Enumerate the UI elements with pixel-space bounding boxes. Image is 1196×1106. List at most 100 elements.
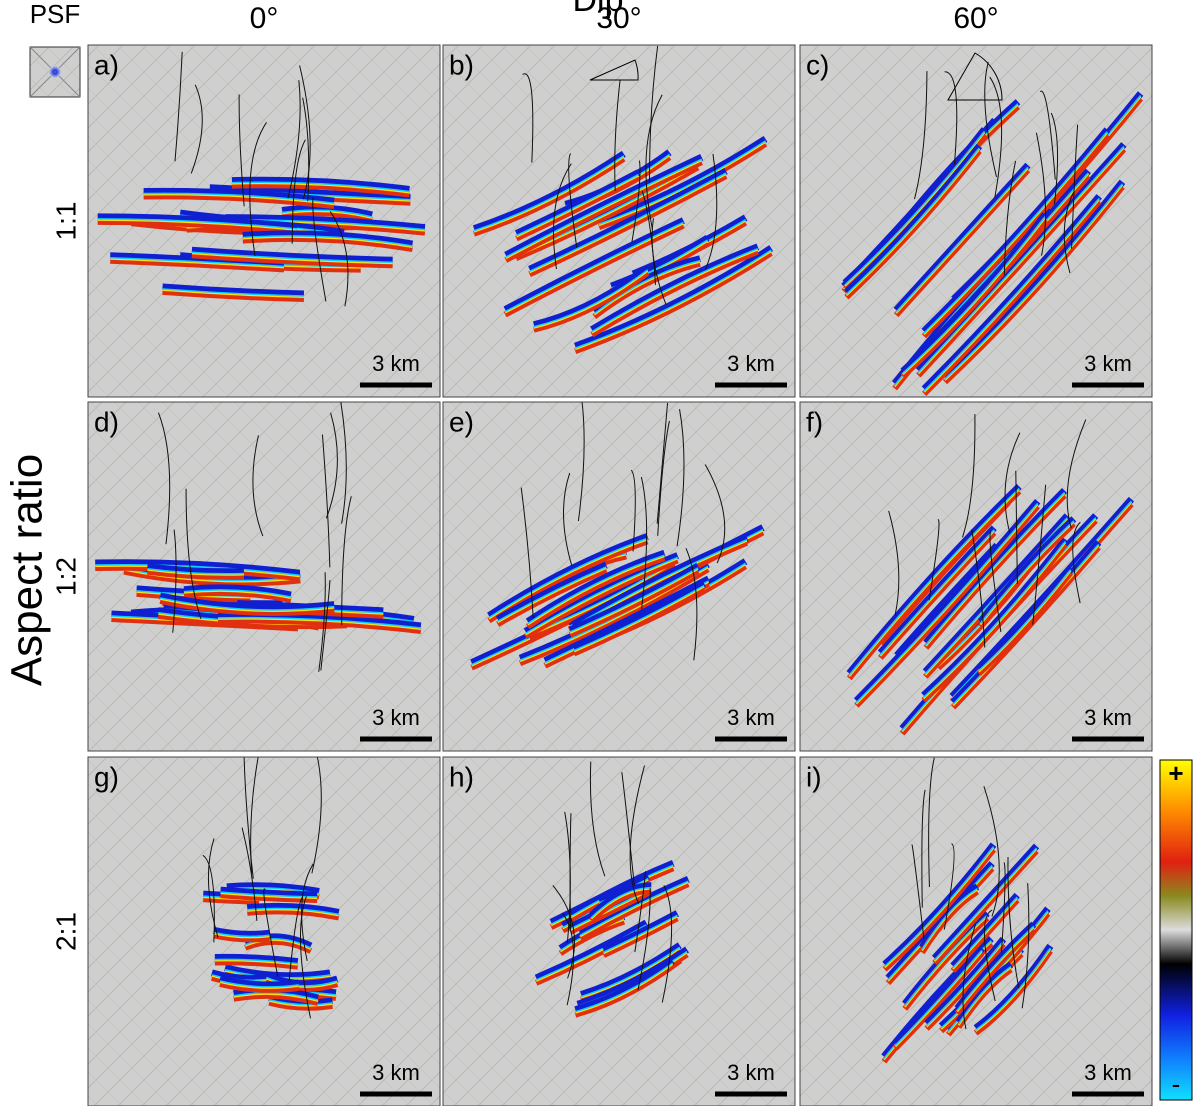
fault-trace [630, 469, 636, 552]
reflector [602, 915, 679, 958]
reflector [882, 847, 996, 972]
column-label: 30° [596, 2, 641, 35]
reflector [597, 135, 768, 226]
reflector [923, 493, 1067, 650]
reflector [203, 896, 260, 905]
reflector [923, 197, 1100, 392]
reflector [233, 992, 319, 1001]
reflector [247, 908, 340, 917]
reflector [572, 585, 706, 657]
reflector [900, 217, 1048, 379]
reflector [942, 184, 1125, 385]
reflector [523, 557, 679, 640]
row-label: 2:1 [50, 912, 81, 951]
panel: g) 3 km [87, 756, 441, 1106]
reflector [247, 907, 339, 916]
reflector [136, 590, 251, 603]
reflector [926, 940, 1005, 1027]
reflector [533, 269, 649, 328]
reflector [591, 248, 759, 334]
reflector [916, 147, 1127, 378]
reflector [266, 976, 338, 987]
reflector [487, 533, 649, 619]
fault-trace [637, 887, 651, 991]
row-label: 1:1 [50, 202, 81, 241]
fault-trace [962, 923, 977, 1030]
reflector [570, 534, 749, 628]
fault-trace [321, 434, 331, 568]
reflector [162, 283, 305, 298]
reflector [268, 994, 334, 1007]
column-title: Dip [572, 0, 623, 19]
reflector [976, 565, 1074, 672]
fault-trace [1032, 484, 1047, 625]
reflector [146, 568, 245, 580]
reflector [518, 566, 710, 667]
reflector [923, 540, 1066, 698]
fault-trace [577, 402, 585, 522]
reflector [877, 525, 997, 656]
fault-trace [1004, 432, 1021, 533]
fault-trace [983, 786, 1000, 917]
panel-label: c) [806, 49, 829, 80]
reflector [268, 999, 333, 1011]
fault-trace [561, 912, 574, 1006]
panel: i) 3 km [799, 756, 1153, 1106]
reflector [524, 557, 678, 636]
panel: a) 3 km [87, 44, 441, 398]
fault-trace [291, 139, 306, 244]
fault-trace [299, 65, 311, 200]
fault-trace [318, 572, 326, 672]
reflector [516, 174, 639, 238]
reflector [209, 184, 411, 202]
reflector [231, 182, 410, 198]
reflector [97, 213, 298, 231]
reflector [231, 181, 410, 193]
reflector [110, 252, 285, 268]
reflector [505, 159, 703, 260]
reflector [590, 248, 759, 338]
reflector [879, 529, 995, 656]
panel-frame [87, 44, 441, 398]
reflector [534, 919, 649, 982]
psf-label: PSF [30, 0, 81, 29]
fault-trace [944, 71, 958, 165]
reflector [973, 949, 1053, 1036]
reflector [954, 927, 1036, 1016]
scale-label: 3 km [727, 705, 775, 730]
panel-label: e) [449, 406, 474, 437]
panel: b) 3 km [442, 44, 796, 398]
reflector [882, 842, 997, 967]
reflector [533, 270, 650, 333]
scale-label: 3 km [372, 705, 420, 730]
fault-trace [914, 71, 928, 200]
fault-trace [888, 510, 900, 616]
reflector [504, 222, 684, 314]
seismic-image [534, 761, 690, 1018]
panel: h) 3 km [442, 756, 796, 1106]
fault-trace [657, 420, 670, 536]
fault-trace [943, 843, 955, 930]
reflector [220, 891, 318, 898]
reflector [603, 914, 678, 953]
reflector [123, 568, 301, 583]
reflector [282, 209, 373, 218]
reflector [568, 562, 700, 634]
fault-trace [329, 211, 349, 307]
reflector [246, 902, 340, 916]
reflector [590, 887, 652, 920]
panel: f) 3 km [799, 401, 1153, 752]
reflector [846, 489, 1022, 681]
reflector [473, 156, 626, 237]
fault-trace [661, 885, 673, 1003]
fault-trace [1071, 124, 1079, 249]
fault-trace [1063, 191, 1075, 274]
fault-trace [325, 412, 338, 519]
fault-trace [928, 757, 935, 887]
scale-label: 3 km [372, 351, 420, 376]
reflector [504, 159, 703, 263]
fault-trace [656, 402, 669, 524]
reflector [218, 616, 421, 629]
seismic-image [202, 757, 340, 1019]
reflector [529, 173, 727, 274]
